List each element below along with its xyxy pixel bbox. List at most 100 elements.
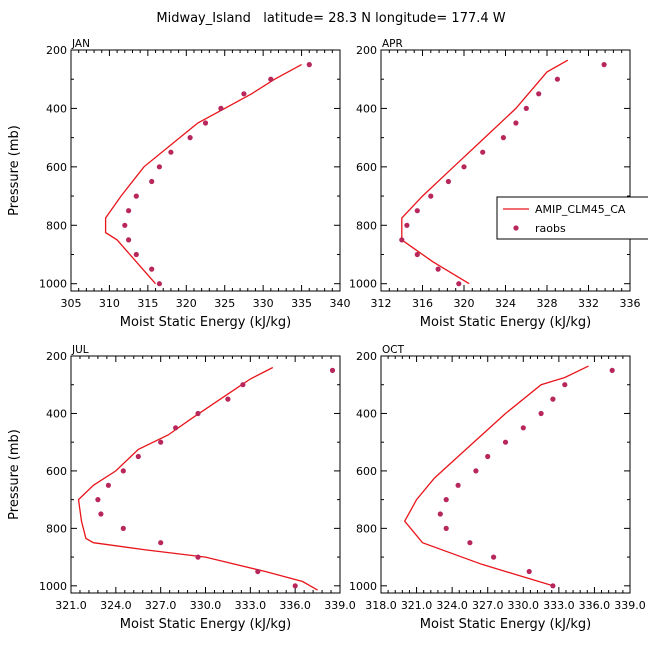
panel-apr-obs-point [445, 178, 451, 185]
panel-oct-obs-point [443, 525, 449, 532]
panel-jan-xtick-label: 340 [330, 297, 351, 310]
panel-oct-obs-point [538, 410, 544, 417]
panel-apr-xtick-label: 336 [620, 297, 641, 310]
panel-oct-xaxis-title: Moist Static Energy (kJ/kg) [420, 617, 591, 632]
panel-jul-obs-point [105, 482, 111, 488]
panel-jul-obs-point [135, 453, 141, 460]
panel-apr-obs-point [480, 149, 486, 155]
panel-apr-obs-point [414, 208, 420, 214]
panel-jan-obs-point [149, 178, 155, 185]
panel-apr-ytick-label: 400 [356, 102, 377, 115]
legend-box [496, 196, 648, 240]
panel-apr-obs-point [536, 91, 542, 97]
panel-oct-obs-point [485, 453, 491, 460]
panel-apr-obs-point [461, 164, 467, 170]
panel-oct-ytick-label: 200 [356, 350, 377, 363]
panel-jan-ytick-label: 800 [46, 219, 67, 232]
panel-apr-xtick-label: 328 [537, 297, 558, 310]
panel-apr-model-line [401, 59, 569, 285]
panel-jan-ytick-label: 1000 [39, 278, 67, 291]
panel-apr-obs-point [428, 193, 434, 199]
panel-jan-xtick-label: 330 [253, 297, 274, 310]
panel-jul-ytick-label: 600 [46, 465, 67, 478]
panel-apr-obs-point [601, 62, 607, 68]
panel-jan-obs-point [187, 135, 193, 141]
panel-oct-obs-point [437, 511, 443, 517]
panel-oct-obs-point [467, 540, 473, 546]
panel-apr-obs-point [523, 105, 529, 111]
panel-jul-model-line [77, 366, 318, 591]
panel-oct-xtick-label: 333.0 [543, 599, 575, 612]
panel-jul-ytick-label: 400 [46, 407, 67, 420]
panel-jan-xtick-label: 335 [291, 297, 312, 310]
panel-jan-obs-point [268, 76, 274, 82]
panel-jul-obs-point [195, 554, 201, 560]
panel-jan-obs-point [126, 208, 132, 214]
panel-oct-frame [380, 355, 631, 594]
panel-apr-ytick-label: 600 [356, 161, 377, 174]
panel-jan-frame [70, 49, 341, 292]
panel-jan-obs-point [218, 105, 224, 111]
panel-apr-obs-point [456, 281, 462, 287]
panel-jan-obs-point [122, 222, 128, 228]
panel-oct-obs-point [455, 482, 461, 488]
panel-jul-obs-point [255, 568, 261, 575]
panel-apr-obs-point [414, 251, 420, 258]
panel-oct-obs-point [473, 468, 479, 474]
panel-oct-label: OCT [382, 344, 405, 356]
chart-title: Midway_Island latitude= 28.3 N longitude… [156, 11, 505, 26]
panel-apr-xtick-label: 316 [412, 297, 433, 310]
panel-oct-model-line [403, 365, 589, 587]
panel-oct-ytick-label: 600 [356, 465, 377, 478]
panel-oct-obs-point [562, 382, 568, 388]
panel-oct-xtick-label: 327.0 [472, 599, 504, 612]
panel-jan-yaxis-title: Pressure (mb) [7, 125, 22, 216]
panel-jan-xtick-label: 315 [137, 297, 158, 310]
panel-jan-xtick-label: 320 [176, 297, 197, 310]
panel-jan-obs-point [126, 237, 132, 243]
panel-jul-xtick-label: 333.0 [235, 599, 267, 612]
panel-oct-obs-point [520, 425, 526, 431]
panel-jan-ytick-label: 600 [46, 161, 67, 174]
panel-apr-xtick-label: 320 [454, 297, 475, 310]
panel-oct-ytick-label: 400 [356, 407, 377, 420]
panel-oct-xtick-label: 321.0 [401, 599, 433, 612]
panel-apr-ytick-label: 200 [356, 44, 377, 57]
panel-jul-ytick-label: 200 [46, 350, 67, 363]
panel-apr-obs-point [513, 120, 519, 126]
panel-apr-xtick-label: 324 [495, 297, 516, 310]
panel-jan-xaxis-title: Moist Static Energy (kJ/kg) [120, 315, 291, 330]
panel-apr-obs-point [404, 222, 410, 228]
panel-jul-yaxis-title: Pressure (mb) [7, 429, 22, 520]
panel-jan-obs-point [156, 164, 162, 170]
panel-jul-obs-point [292, 583, 298, 589]
panel-jan-label: JAN [71, 38, 90, 50]
panel-oct-obs-point [491, 554, 497, 560]
panel-jul-xtick-label: 327.0 [145, 599, 177, 612]
panel-jan-obs-point [156, 281, 162, 287]
panel-oct-xtick-label: 336.0 [579, 599, 611, 612]
panel-jul-obs-point [95, 497, 101, 503]
panel-oct-obs-point [443, 497, 449, 503]
panel-jan-obs-point [133, 251, 139, 258]
panel-jan-obs-point [306, 62, 312, 68]
panel-jul-label: JUL [71, 344, 89, 356]
legend-model-label: AMIP_CLM45_CA [535, 203, 626, 216]
legend-obs-label: raobs [535, 222, 566, 235]
panel-jul-obs-point [240, 382, 246, 388]
panel-jul-xtick-label: 330.0 [190, 599, 222, 612]
panel-apr-xtick-label: 332 [578, 297, 599, 310]
panel-jan-obs-point [168, 149, 174, 155]
panel-jan-ytick-label: 400 [46, 102, 67, 115]
panel-jul-xtick-label: 324.0 [100, 599, 132, 612]
panel-apr-xtick-label: 312 [371, 297, 392, 310]
panel-jul-obs-point [225, 396, 231, 402]
panel-apr-obs-point [435, 266, 441, 272]
panel-jul-xtick-label: 336.0 [279, 599, 311, 612]
panel-oct-xtick-label: 324.0 [436, 599, 468, 612]
panel-oct-obs-point [526, 568, 532, 575]
panel-jul-obs-point [120, 525, 126, 532]
panel-jan-obs-point [133, 193, 139, 199]
panel-oct-obs-point [550, 583, 556, 589]
